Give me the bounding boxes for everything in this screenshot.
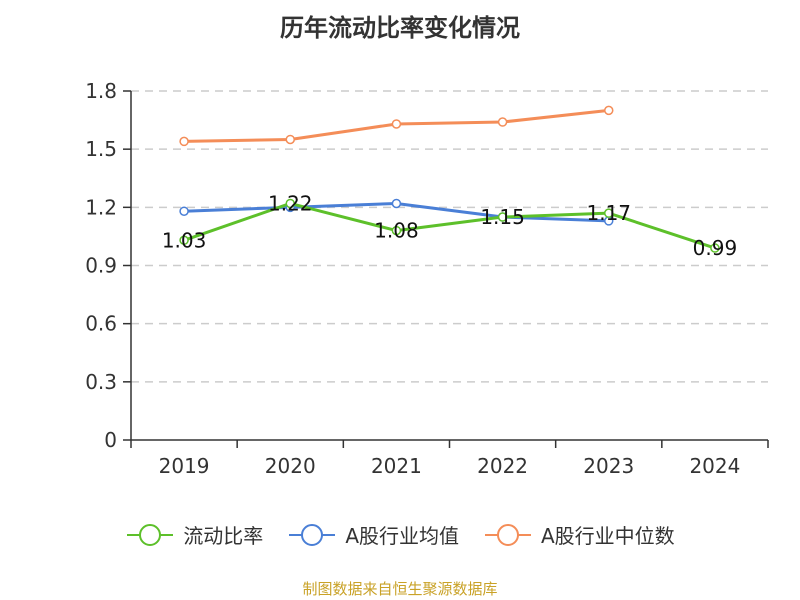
y-tick-label: 1.2 [85, 195, 117, 219]
legend-swatch-icon [485, 523, 531, 546]
y-tick-label: 1.8 [85, 79, 117, 103]
data-point [285, 134, 295, 145]
legend-label: A股行业中位数 [541, 524, 675, 548]
data-label: 1.22 [268, 191, 313, 215]
x-tick-label: 2020 [265, 454, 316, 478]
data-point [497, 117, 508, 127]
legend-item[interactable]: A股行业均值 [287, 520, 459, 549]
legend-label: 流动比率 [183, 524, 264, 548]
data-point [604, 105, 614, 116]
data-labels: 1.03 1.22 1.08 1.15 1.17 0.99 [162, 191, 737, 260]
legend-item[interactable]: 流动比率 [125, 520, 263, 549]
series-line [183, 201, 716, 250]
y-tick-label: 0 [104, 428, 117, 452]
legend-swatch-icon [289, 523, 336, 546]
data-point [391, 225, 402, 236]
x-tick-label: 2023 [583, 454, 634, 478]
data-label: 1.08 [374, 219, 419, 243]
data-point [285, 198, 295, 209]
data-point [604, 208, 614, 218]
y-tick-label: 0.6 [85, 312, 117, 336]
data-point [497, 212, 508, 222]
legend: 流动比率 A股行业均值 A股行业中位数 [0, 520, 800, 549]
data-label: 1.03 [162, 228, 207, 252]
y-tick-label: 0.9 [85, 254, 117, 278]
x-tick-label: 2021 [371, 454, 422, 478]
series-points [179, 105, 720, 253]
data-point [391, 198, 402, 209]
grid-lines [131, 90, 768, 383]
legend-swatch-icon [127, 523, 174, 546]
y-tick-label: 0.3 [85, 370, 117, 394]
data-point [391, 119, 402, 129]
series-lines [183, 108, 716, 250]
data-point [179, 136, 189, 147]
x-tick-label: 2019 [159, 454, 210, 478]
data-label: 0.99 [693, 236, 738, 260]
data-label: 1.15 [480, 205, 525, 229]
data-label: 1.17 [586, 201, 631, 225]
source-note: 制图数据来自恒生聚源数据库 [302, 580, 498, 598]
axes: 0 0.3 0.6 0.9 1.2 1.5 1.8 2019 2020 2021 2022 2023 2… [85, 79, 769, 478]
y-tick-label: 1.5 [85, 137, 117, 161]
data-point [179, 206, 189, 216]
data-point [179, 235, 189, 246]
chart-title: 历年流动比率变化情况 [280, 14, 520, 42]
legend-label: A股行业均值 [345, 524, 459, 548]
data-point [710, 243, 720, 253]
legend-item[interactable]: A股行业中位数 [483, 520, 675, 549]
x-tick-label: 2024 [689, 454, 740, 478]
x-tick-label: 2022 [477, 454, 528, 478]
